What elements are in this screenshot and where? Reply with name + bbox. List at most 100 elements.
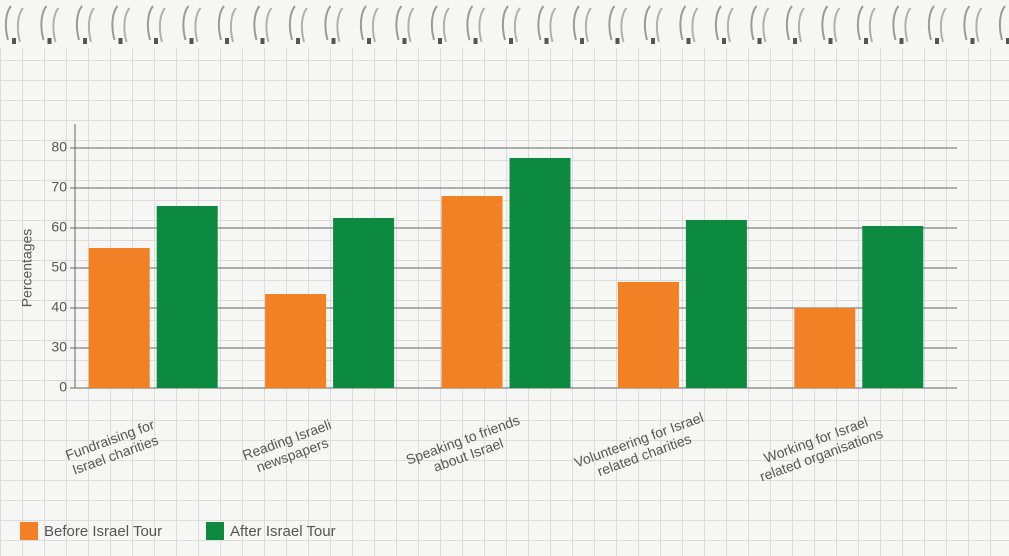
spiral-ring <box>40 5 48 41</box>
spiral-hole <box>935 38 939 44</box>
spiral-ring <box>87 7 95 43</box>
spiral-ring <box>111 5 119 41</box>
spiral-ring <box>856 5 864 41</box>
spiral-hole <box>1006 38 1009 44</box>
spiral-ring <box>123 7 131 43</box>
spiral-ring <box>762 7 770 43</box>
y-axis-label: Percentages <box>19 229 35 308</box>
spiral-ring <box>75 5 83 41</box>
spiral-ring <box>182 5 190 41</box>
spiral-ring <box>572 5 580 41</box>
spiral-hole <box>722 38 726 44</box>
spiral-ring <box>300 7 308 43</box>
bar <box>333 218 395 388</box>
spiral-ring <box>963 5 971 41</box>
spiral-hole <box>225 38 229 44</box>
spiral-ring <box>4 5 12 41</box>
spiral-ring <box>466 5 474 41</box>
spiral-ring <box>265 7 273 43</box>
spiral-ring <box>679 5 687 41</box>
spiral-ring <box>655 7 663 43</box>
spiral-ring <box>146 5 154 41</box>
spiral-ring <box>513 7 521 43</box>
spiral-hole <box>260 38 265 44</box>
spiral-ring <box>549 7 557 43</box>
spiral-hole <box>296 38 300 44</box>
spiral-ring <box>288 5 296 41</box>
y-tick-label: 40 <box>51 299 67 315</box>
spiral-ring <box>371 7 379 43</box>
legend-item: After Israel Tour <box>206 522 336 540</box>
spiral-hole <box>580 38 584 44</box>
spiral-hole <box>367 38 371 44</box>
spiral-ring <box>537 5 545 41</box>
spiral-hole <box>83 38 87 44</box>
spiral-hole <box>864 38 868 44</box>
spiral-ring <box>797 7 805 43</box>
spiral-hole <box>154 38 158 44</box>
spiral-ring <box>430 5 438 41</box>
spiral-ring <box>52 7 60 43</box>
spiral-ring <box>785 5 793 41</box>
spiral-hole <box>793 38 797 44</box>
spiral-ring <box>927 5 935 41</box>
bar <box>685 220 747 388</box>
spiral-ring <box>217 5 225 41</box>
spiral-ring <box>714 5 722 41</box>
spiral-ring <box>975 7 983 43</box>
y-tick-label: 80 <box>51 139 67 155</box>
legend-item: Before Israel Tour <box>20 522 162 540</box>
spiral-hole <box>899 38 904 44</box>
spiral-ring <box>359 5 367 41</box>
y-tick-label: 30 <box>51 339 67 355</box>
spiral-hole <box>331 38 336 44</box>
spiral-ring <box>253 5 261 41</box>
spiral-ring <box>16 7 24 43</box>
spiral-ring <box>324 5 332 41</box>
spiral-hole <box>12 38 16 44</box>
legend-swatch <box>20 522 38 540</box>
spiral-ring <box>620 7 628 43</box>
legend-label: Before Israel Tour <box>44 522 163 540</box>
y-tick-label: 70 <box>51 179 67 195</box>
spiral-ring <box>868 7 876 43</box>
bar <box>617 282 679 388</box>
spiral-hole <box>402 38 407 44</box>
spiral-hole <box>828 38 833 44</box>
spiral-ring <box>608 5 616 41</box>
spiral-hole <box>473 38 478 44</box>
spiral-hole <box>544 38 549 44</box>
spiral-hole <box>189 38 194 44</box>
spiral-hole <box>438 38 442 44</box>
bar <box>265 294 327 388</box>
spiral-ring <box>501 5 509 41</box>
spiral-ring <box>584 7 592 43</box>
spiral-ring <box>750 5 758 41</box>
spiral-hole <box>615 38 620 44</box>
spiral-ring <box>643 5 651 41</box>
bar <box>88 248 150 388</box>
spiral-ring <box>478 7 486 43</box>
y-tick-label: 50 <box>51 259 67 275</box>
spiral-ring <box>158 7 166 43</box>
bar <box>441 196 503 388</box>
spiral-hole <box>757 38 762 44</box>
y-tick-label: 0 <box>59 379 67 395</box>
spiral-ring <box>229 7 237 43</box>
legend-swatch <box>206 522 224 540</box>
spiral-ring <box>833 7 841 43</box>
spiral-hole <box>651 38 655 44</box>
spiral-ring <box>336 7 344 43</box>
bar <box>509 158 571 388</box>
spiral-hole <box>509 38 513 44</box>
spiral-hole <box>118 38 123 44</box>
spiral-ring <box>407 7 415 43</box>
spiral-ring <box>442 7 450 43</box>
bar <box>862 226 924 388</box>
spiral-ring <box>395 5 403 41</box>
spiral-hole <box>686 38 691 44</box>
legend-label: After Israel Tour <box>230 522 336 540</box>
spiral-ring <box>726 7 734 43</box>
